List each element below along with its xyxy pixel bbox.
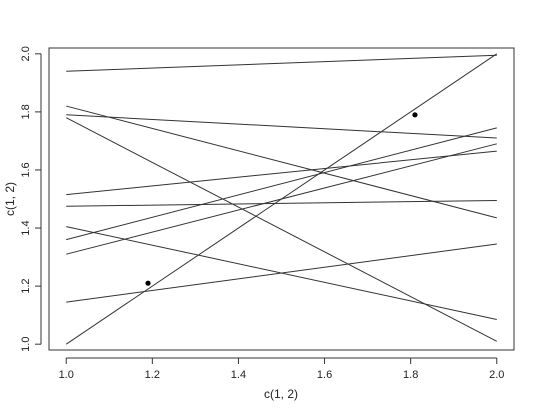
x-tick-label: 1.0 (59, 369, 74, 381)
plot-frame (48, 47, 515, 351)
y-tick-label: 1.4 (20, 220, 32, 235)
series-line-7 (66, 199, 497, 207)
x-axis-label: c(1, 2) (264, 387, 298, 401)
series-line-11 (66, 243, 497, 303)
x-tick-label: 1.2 (145, 369, 160, 381)
x-tick-label: 1.8 (403, 369, 418, 381)
series-line-3 (65, 117, 498, 342)
series-line-8 (66, 127, 497, 241)
y-tick-label: 1.6 (20, 162, 32, 177)
data-point-2 (412, 112, 418, 118)
x-axis: 1.0 1.2 1.4 1.6 1.8 2.0 (59, 357, 504, 381)
y-tick-label: 1.0 (20, 337, 32, 352)
series-line-5 (66, 114, 497, 139)
y-tick-label: 1.8 (20, 104, 32, 119)
y-tick-label: 1.2 (20, 278, 32, 293)
series-line-6 (66, 150, 497, 196)
x-tick-label: 1.6 (317, 369, 332, 381)
x-tick-label: 2.0 (489, 369, 504, 381)
data-point-1 (145, 280, 151, 286)
y-axis: 1.0 1.2 1.4 1.6 1.8 2.0 (20, 46, 42, 352)
series-line-1 (66, 54, 497, 72)
series-lines (65, 53, 498, 345)
series-line-4 (66, 105, 497, 219)
series-line-9 (66, 143, 497, 255)
y-axis-label: c(1, 2) (3, 182, 17, 216)
data-points (145, 112, 418, 286)
y-tick-label: 2.0 (20, 46, 32, 61)
x-tick-label: 1.4 (231, 369, 246, 381)
